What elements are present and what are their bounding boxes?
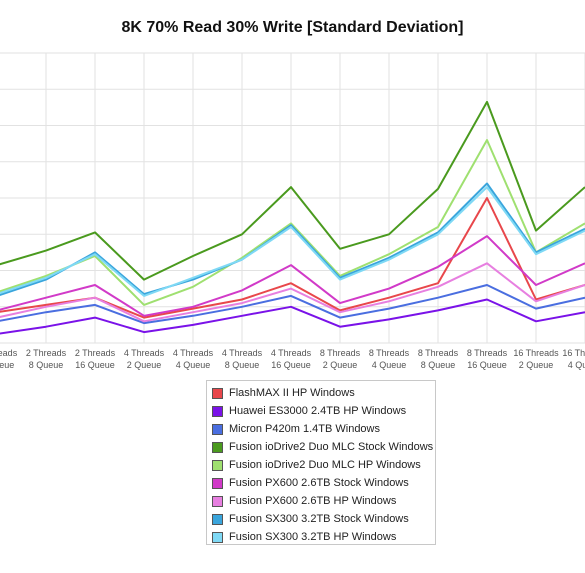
legend-swatch — [212, 441, 223, 453]
x-tick-label: 2 Threads — [26, 348, 67, 358]
legend-item: Fusion PX600 2.6TB Stock Windows — [212, 474, 435, 492]
series-line — [0, 100, 585, 281]
x-tick-label: 4 Threads — [124, 348, 165, 358]
x-tick-label: 16 Queue — [271, 360, 311, 370]
legend-label: Fusion PX600 2.6TB HP Windows — [229, 495, 397, 507]
x-tick-label: 8 Threads — [369, 348, 410, 358]
x-tick-label: 8 Threads — [418, 348, 459, 358]
x-tick-label: 2 Queue — [323, 360, 358, 370]
legend-swatch — [212, 387, 223, 399]
x-tick-label: 4 Threads — [271, 348, 312, 358]
legend: FlashMAX II HP Windows Huawei ES3000 2.4T… — [206, 380, 436, 545]
series-line — [0, 284, 585, 325]
series-lines — [0, 100, 585, 335]
legend-swatch — [212, 495, 223, 507]
x-tick-label: 4 Threads — [173, 348, 214, 358]
series-line — [0, 235, 585, 317]
legend-swatch — [212, 459, 223, 471]
x-tick-label: 16 Threads — [562, 348, 585, 358]
legend-label: Fusion ioDrive2 Duo MLC Stock Windows — [229, 441, 434, 453]
x-tick-label: 8 Queue — [225, 360, 260, 370]
x-tick-label: 16 Queue — [75, 360, 115, 370]
legend-item: Fusion PX600 2.6TB HP Windows — [212, 492, 435, 510]
legend-item: Fusion ioDrive2 Duo MLC Stock Windows — [212, 438, 435, 456]
legend-label: Huawei ES3000 2.4TB HP Windows — [229, 405, 407, 417]
chart-title: 8K 70% Read 30% Write [Standard Deviatio… — [121, 19, 464, 36]
x-tick-label: 16 Queue — [467, 360, 507, 370]
series-line — [0, 139, 585, 306]
x-tick-label: 8 Queue — [421, 360, 456, 370]
legend-swatch — [212, 477, 223, 489]
legend-label: FlashMAX II HP Windows — [229, 387, 355, 399]
legend-label: Fusion SX300 3.2TB HP Windows — [229, 531, 397, 543]
legend-label: Fusion SX300 3.2TB Stock Windows — [229, 513, 409, 525]
x-tick-label: 4 Queue — [568, 360, 585, 370]
legend-item: Fusion SX300 3.2TB HP Windows — [212, 528, 435, 546]
series-line — [0, 182, 585, 296]
legend-item: Fusion SX300 3.2TB Stock Windows — [212, 510, 435, 528]
x-tick-label: 4 Queue — [372, 360, 407, 370]
x-tick-label: 4 Threads — [222, 348, 263, 358]
legend-swatch — [212, 531, 223, 543]
x-tick-label: 4 Queue — [176, 360, 211, 370]
legend-item: Micron P420m 1.4TB Windows — [212, 420, 435, 438]
legend-swatch — [212, 513, 223, 525]
series-line — [0, 262, 585, 323]
legend-item: FlashMAX II HP Windows — [212, 384, 435, 402]
x-axis-ticks: 2 Threads 4 Queue 2 Threads 8 Queue 2 Thread… — [0, 348, 585, 370]
x-tick-label: 8 Threads — [467, 348, 508, 358]
series-line — [0, 298, 585, 335]
legend-label: Fusion ioDrive2 Duo MLC HP Windows — [229, 459, 421, 471]
x-tick-label: 16 Threads — [513, 348, 559, 358]
legend-swatch — [212, 405, 223, 417]
x-tick-label: 2 Threads — [75, 348, 116, 358]
x-tick-label: 8 Threads — [320, 348, 361, 358]
legend-item: Huawei ES3000 2.4TB HP Windows — [212, 402, 435, 420]
legend-label: Micron P420m 1.4TB Windows — [229, 423, 380, 435]
legend-swatch — [212, 423, 223, 435]
x-tick-label: 2 Queue — [127, 360, 162, 370]
chart-plot-area: 2 Threads 4 Queue 2 Threads 8 Queue 2 Thread… — [0, 52, 585, 370]
series-line — [0, 186, 585, 297]
x-tick-label: 8 Queue — [29, 360, 64, 370]
legend-item: Fusion ioDrive2 Duo MLC HP Windows — [212, 456, 435, 474]
x-tick-label: 4 Queue — [0, 360, 14, 370]
x-tick-label: 2 Threads — [0, 348, 18, 358]
legend-label: Fusion PX600 2.6TB Stock Windows — [229, 477, 409, 489]
x-tick-label: 2 Queue — [519, 360, 554, 370]
